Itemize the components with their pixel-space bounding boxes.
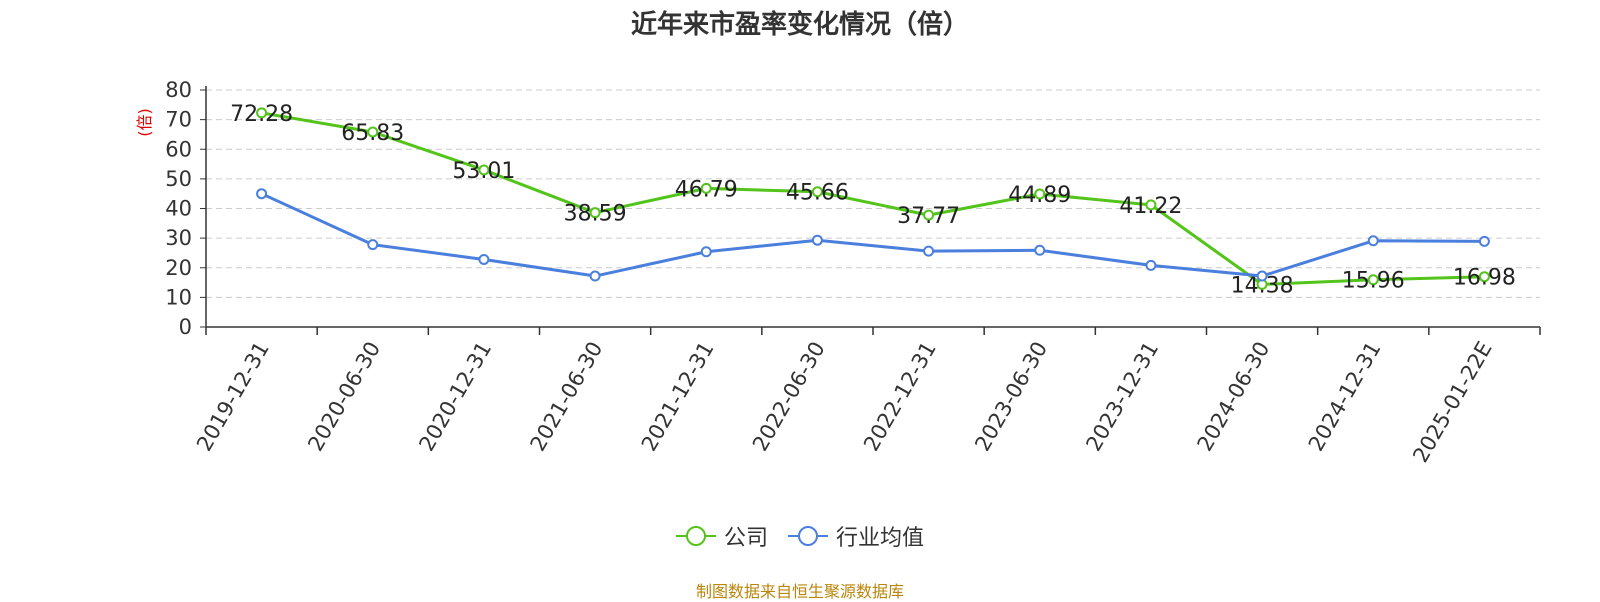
x-tick-label: 2020-12-31 xyxy=(414,338,496,456)
chart-title: 近年来市盈率变化情况（倍） xyxy=(630,10,969,40)
y-tick-label: 80 xyxy=(165,78,192,102)
data-point-company[interactable] xyxy=(700,182,712,194)
data-point-company[interactable] xyxy=(1145,199,1157,211)
data-point-industry[interactable] xyxy=(256,188,268,200)
data-point-industry[interactable] xyxy=(1145,259,1157,271)
x-tick-label: 2024-12-31 xyxy=(1304,338,1386,456)
x-tick-label: 2025-01-22E xyxy=(1408,338,1496,467)
y-tick-label: 60 xyxy=(165,137,192,161)
data-point-industry[interactable] xyxy=(478,253,490,265)
legend-marker-industry xyxy=(788,526,828,546)
series-line-company xyxy=(261,111,1485,286)
data-label: 72.28 xyxy=(230,102,293,127)
data-point-industry[interactable] xyxy=(367,239,379,251)
x-tick-label: 2022-12-31 xyxy=(859,338,941,456)
data-point-company[interactable] xyxy=(1478,271,1490,283)
data-point-company[interactable] xyxy=(367,126,379,138)
data-point-company[interactable] xyxy=(811,186,823,198)
data-point-industry[interactable] xyxy=(589,270,601,282)
series-line-industry xyxy=(260,192,1485,278)
y-tick-label: 0 xyxy=(179,315,192,339)
data-label: 46.79 xyxy=(675,177,738,202)
legend: 公司 行业均值 xyxy=(0,520,1600,552)
data-point-industry[interactable] xyxy=(811,234,823,246)
data-label: 44.89 xyxy=(1008,183,1071,208)
data-point-company[interactable] xyxy=(923,209,935,221)
y-tick-label: 10 xyxy=(165,285,192,309)
data-point-industry[interactable] xyxy=(923,245,935,257)
data-point-company[interactable] xyxy=(256,107,268,119)
x-tick-label: 2023-12-31 xyxy=(1081,338,1163,456)
data-label: 41.22 xyxy=(1119,194,1182,219)
data-point-company[interactable] xyxy=(1034,188,1046,200)
x-tick-label: 2023-06-30 xyxy=(970,338,1052,456)
legend-label-industry: 行业均值 xyxy=(836,526,925,551)
data-point-company[interactable] xyxy=(478,164,490,176)
data-point-industry[interactable] xyxy=(700,246,712,258)
y-axis-label: (倍) xyxy=(135,108,154,137)
data-label: 38.59 xyxy=(564,202,627,227)
source-footer: 制图数据来自恒生聚源数据库 xyxy=(695,582,904,601)
legend-item-industry[interactable]: 行业均值 xyxy=(788,520,924,552)
y-tick-label: 70 xyxy=(165,108,192,132)
data-label: 37.77 xyxy=(897,204,960,229)
data-label: 65.83 xyxy=(341,121,404,146)
legend-marker-company xyxy=(675,526,716,546)
data-label: 15.96 xyxy=(1342,269,1405,294)
data-point-industry[interactable] xyxy=(1034,244,1046,256)
y-tick-label: 40 xyxy=(165,197,192,221)
data-label: 53.01 xyxy=(452,159,515,184)
y-tick-label: 20 xyxy=(165,256,192,280)
x-tick-label: 2021-06-30 xyxy=(526,338,608,456)
data-point-company[interactable] xyxy=(589,207,601,219)
data-point-company[interactable] xyxy=(1367,274,1379,286)
legend-item-company[interactable]: 公司 xyxy=(675,520,768,552)
data-point-industry[interactable] xyxy=(1367,235,1379,247)
x-tick-label: 2020-06-30 xyxy=(303,338,385,456)
data-point-industry[interactable] xyxy=(1478,235,1490,247)
data-label: 45.66 xyxy=(786,181,849,206)
legend-label-company: 公司 xyxy=(723,526,768,551)
x-tick-label: 2019-12-31 xyxy=(192,338,274,456)
y-tick-label: 30 xyxy=(165,226,192,250)
y-tick-label: 50 xyxy=(165,167,192,191)
data-label: 16.98 xyxy=(1453,266,1516,291)
x-tick-label: 2024-06-30 xyxy=(1193,338,1275,456)
x-tick-label: 2021-12-31 xyxy=(637,338,719,456)
data-point-industry[interactable] xyxy=(1256,270,1268,282)
x-tick-label: 2022-06-30 xyxy=(748,338,830,456)
